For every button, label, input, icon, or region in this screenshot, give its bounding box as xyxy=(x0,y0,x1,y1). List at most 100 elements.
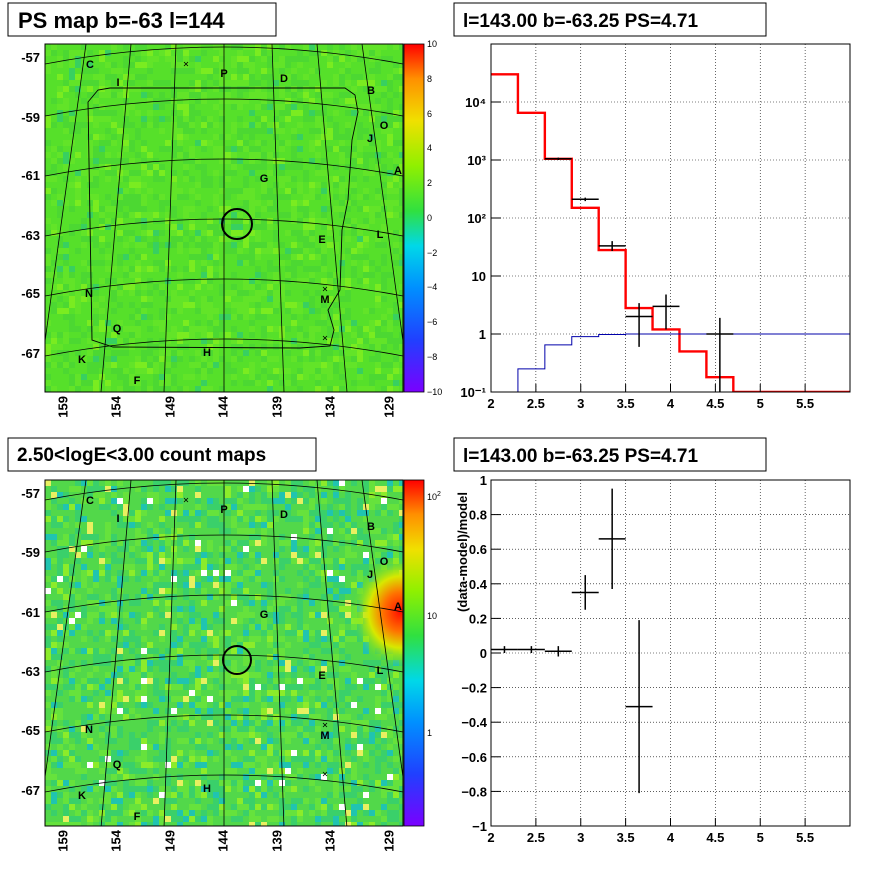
spectrum-ytick: 10⁴ xyxy=(465,95,486,110)
count-map-xtick: 149 xyxy=(162,830,177,852)
map-source-marker xyxy=(183,61,189,67)
map-region-label: G xyxy=(260,609,269,621)
ps-map-ytick: -63 xyxy=(21,228,40,243)
map-region-label: E xyxy=(318,234,325,246)
map-region-label: D xyxy=(280,73,288,85)
ps-map-cbar-tick: 2 xyxy=(427,178,432,188)
map-region-label: H xyxy=(203,347,211,359)
count-map-colorbar-ticks: 102 10 1 xyxy=(427,491,441,738)
residual-ytick: 0 xyxy=(480,646,487,661)
residual-xtick: 4.5 xyxy=(706,830,724,845)
ps-map-xtick: 154 xyxy=(108,395,123,417)
map-region-label: E xyxy=(318,670,325,682)
map-region-label: M xyxy=(320,730,329,742)
spectrum-data-point xyxy=(544,157,572,160)
residual-ytick: 0.6 xyxy=(469,542,487,557)
map-region-label: H xyxy=(203,783,211,795)
ps-map-cbar-tick: −2 xyxy=(427,248,437,258)
ps-map-title: PS map b=-63 l=144 xyxy=(18,8,225,33)
map-region-label: K xyxy=(78,790,86,802)
spectrum-data-point xyxy=(706,317,734,392)
map-region-label: C xyxy=(86,495,94,507)
map-region-label: F xyxy=(134,375,141,387)
map-region-label: N xyxy=(85,724,93,736)
residual-ytick: −0.6 xyxy=(461,750,487,765)
residual-xtick: 2.5 xyxy=(527,830,545,845)
count-map-ytick: -59 xyxy=(21,545,40,560)
spectrum-model-total-line xyxy=(491,73,850,392)
ps-map-cbar-tick: 4 xyxy=(427,143,432,153)
map-region-label: O xyxy=(380,556,389,568)
map-region-label: Q xyxy=(113,759,122,771)
ps-map-ytick: -59 xyxy=(21,110,40,125)
count-map-cbar-tick: 102 xyxy=(427,491,441,502)
residual-ytick: 0.4 xyxy=(469,577,488,592)
residual-data-point xyxy=(544,646,572,657)
spectrum-xtick: 2 xyxy=(487,396,494,411)
ps-map-ytick: -57 xyxy=(21,50,40,65)
map-region-label: Q xyxy=(113,323,122,335)
map-region-label: P xyxy=(220,504,227,516)
map-region-label: O xyxy=(380,120,389,132)
spectrum-ytick: 10³ xyxy=(467,153,486,168)
count-map-xtick: 154 xyxy=(108,829,123,851)
spectrum-xtick: 2.5 xyxy=(527,396,545,411)
count-map-xtick: 129 xyxy=(381,830,396,852)
residual-panel: l=143.00 b=-63.25 PS=4.71 2 2.5 3 3.5 4 4.5 5 5… xyxy=(453,437,851,845)
ps-map-xtick: 149 xyxy=(162,396,177,418)
ps-map-heatmap: C I P D B OJ A G E L N M Q H K F xyxy=(45,44,403,392)
ps-map-cbar-tick: −6 xyxy=(427,317,437,327)
ps-map-panel: PS map b=-63 l=144 C I P D B OJ A G E L N M Q H K F -57… xyxy=(7,2,442,418)
residual-data-point xyxy=(517,646,545,653)
map-region-label: P xyxy=(220,68,227,80)
residual-title-box xyxy=(453,437,767,472)
count-map-x-ticks: 159 154 149 144 139 134 129 xyxy=(55,829,396,851)
spectrum-xtick: 3 xyxy=(577,396,584,411)
map-region-label: K xyxy=(78,354,86,366)
ps-map-cbar-tick: 0 xyxy=(427,213,432,223)
ps-map-cbar-tick: −4 xyxy=(427,282,437,292)
residual-ytick: −0.2 xyxy=(461,681,487,696)
ps-map-xtick: 134 xyxy=(322,395,337,417)
map-region-label: F xyxy=(134,811,141,823)
map-region-label: D xyxy=(280,509,288,521)
spectrum-panel: l=143.00 b=-63.25 PS=4.71 2 2.5 3 3.5 4 4.5 5 5… xyxy=(453,2,851,411)
map-source-marker xyxy=(322,335,328,341)
ps-map-cbar-tick: 8 xyxy=(427,74,432,84)
count-map-source-circle xyxy=(222,645,252,675)
spectrum-ytick: 10 xyxy=(472,269,486,284)
residual-data-point xyxy=(491,646,518,653)
count-map-colorbar xyxy=(403,479,425,827)
map-region-label: I xyxy=(116,77,119,89)
map-region-label: B xyxy=(367,521,375,533)
ps-map-title-box xyxy=(7,2,277,37)
count-map-ytick: -61 xyxy=(21,605,40,620)
residual-ytick: −0.4 xyxy=(461,715,487,730)
residual-xtick: 5.5 xyxy=(796,830,814,845)
spectrum-xtick: 5 xyxy=(757,396,764,411)
spectrum-data-point xyxy=(625,303,653,347)
ps-map-xtick: 159 xyxy=(55,396,70,418)
ps-map-colorbar xyxy=(403,43,425,393)
residual-ytick: 0.2 xyxy=(469,611,487,626)
ps-map-ytick: -67 xyxy=(21,346,40,361)
ps-map-ytick: -61 xyxy=(21,168,40,183)
map-region-label: J xyxy=(367,569,373,581)
residual-ytick: −1 xyxy=(472,819,487,834)
count-map-ytick: -65 xyxy=(21,723,40,738)
map-region-label: C xyxy=(86,59,94,71)
residual-xtick: 3 xyxy=(577,830,584,845)
count-map-xtick: 144 xyxy=(215,829,230,851)
residual-xtick: 3.5 xyxy=(617,830,635,845)
spectrum-xtick: 5.5 xyxy=(796,396,814,411)
count-map-xtick: 159 xyxy=(55,830,70,852)
map-source-marker xyxy=(322,722,328,728)
map-region-label: A xyxy=(394,601,402,613)
residual-xtick: 2 xyxy=(487,830,494,845)
map-region-label: M xyxy=(320,294,329,306)
ps-map-cbar-tick: −8 xyxy=(427,352,437,362)
map-region-label: G xyxy=(260,173,269,185)
count-map-ytick: -63 xyxy=(21,664,40,679)
count-map-y-ticks: -57 -59 -61 -63 -65 -67 xyxy=(21,486,40,798)
ps-map-roi-outline xyxy=(87,87,359,349)
